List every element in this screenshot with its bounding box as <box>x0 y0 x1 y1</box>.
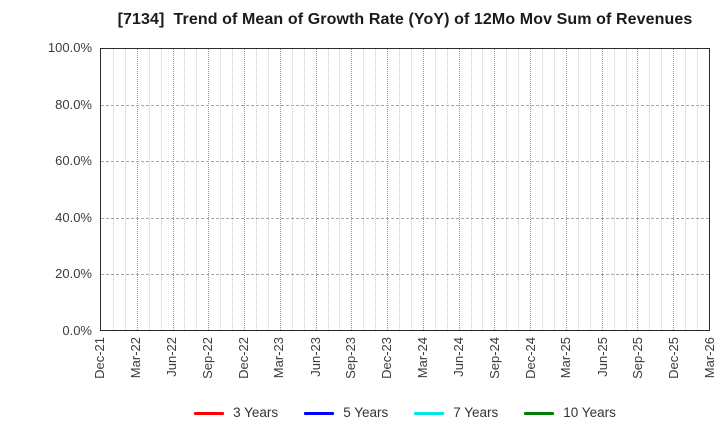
horizontal-gridline <box>101 217 709 219</box>
vertical-gridline <box>697 49 699 330</box>
vertical-gridline <box>637 49 639 330</box>
vertical-gridline <box>255 49 257 330</box>
y-tick-label: 0.0% <box>62 323 92 338</box>
x-tick-label: Sep-25 <box>630 337 646 379</box>
vertical-gridline <box>410 49 412 330</box>
vertical-gridline <box>387 49 389 330</box>
vertical-gridline <box>613 49 615 330</box>
vertical-gridline <box>303 49 305 330</box>
vertical-gridline <box>565 49 567 330</box>
x-tick-label: Mar-22 <box>127 337 143 379</box>
x-tick-label: Sep-24 <box>486 337 502 379</box>
vertical-gridline <box>315 49 317 330</box>
vertical-gridline <box>434 49 436 330</box>
legend-line-swatch <box>304 411 335 415</box>
legend: 3 Years 5 Years 7 Years 10 Years <box>100 404 710 422</box>
vertical-gridline <box>685 49 687 330</box>
legend-item-3-years: 3 Years <box>194 404 278 422</box>
x-tick-label: Dec-22 <box>235 337 251 379</box>
vertical-gridline <box>160 49 162 330</box>
vertical-gridline <box>601 49 603 330</box>
x-tick-label: Dec-23 <box>379 337 395 379</box>
y-tick-label: 100.0% <box>47 40 92 55</box>
legend-item-7-years: 7 Years <box>414 404 498 422</box>
legend-label: 7 Years <box>453 405 499 420</box>
vertical-gridline <box>279 49 281 330</box>
vertical-gridline <box>375 49 377 330</box>
vertical-gridline <box>518 49 520 330</box>
y-tick-label: 40.0% <box>55 209 92 225</box>
vertical-gridline <box>554 49 556 330</box>
vertical-gridline <box>577 49 579 330</box>
vertical-gridline <box>399 49 401 330</box>
legend-line-swatch <box>194 411 225 415</box>
vertical-gridline <box>124 49 126 330</box>
x-tick-label: Dec-21 <box>92 337 107 379</box>
x-tick-label: Dec-25 <box>666 337 682 379</box>
vertical-gridline <box>673 49 675 330</box>
legend-item-10-years: 10 Years <box>524 404 616 422</box>
vertical-gridline <box>542 49 544 330</box>
vertical-gridline <box>244 49 246 330</box>
x-tick-label: Mar-23 <box>271 337 287 379</box>
vertical-gridline <box>136 49 138 330</box>
legend-item-5-years: 5 Years <box>304 404 388 422</box>
vertical-gridline <box>589 49 591 330</box>
x-tick-label: Jun-23 <box>307 337 323 377</box>
vertical-gridline <box>184 49 186 330</box>
vertical-gridline <box>351 49 353 330</box>
legend-line-swatch <box>414 411 445 415</box>
x-tick-label: Mar-25 <box>558 337 574 379</box>
legend-label: 3 Years <box>233 405 279 420</box>
vertical-gridline <box>220 49 222 330</box>
vertical-gridline <box>530 49 532 330</box>
vertical-gridline <box>267 49 269 330</box>
vertical-gridline <box>148 49 150 330</box>
chart-title: [7134] Trend of Mean of Growth Rate (YoY… <box>117 11 693 28</box>
y-tick-label: 80.0% <box>55 96 92 112</box>
vertical-gridline <box>363 49 365 330</box>
y-tick-label: 20.0% <box>55 266 92 282</box>
vertical-gridline <box>291 49 293 330</box>
vertical-gridline <box>327 49 329 330</box>
x-tick-label: Sep-22 <box>199 337 215 379</box>
x-tick-label: Mar-24 <box>414 337 430 379</box>
x-tick-label: Jun-24 <box>450 337 466 377</box>
vertical-gridline <box>422 49 424 330</box>
vertical-gridline <box>208 49 210 330</box>
horizontal-gridline <box>101 105 709 107</box>
horizontal-gridline <box>101 273 709 275</box>
legend-label: 10 Years <box>563 405 616 420</box>
vertical-gridline <box>482 49 484 330</box>
x-tick-label: Sep-23 <box>343 337 359 379</box>
vertical-gridline <box>232 49 234 330</box>
vertical-gridline <box>339 49 341 330</box>
vertical-gridline <box>112 49 114 330</box>
x-tick-label: Jun-25 <box>594 337 610 377</box>
vertical-gridline <box>625 49 627 330</box>
plot-area <box>100 48 710 331</box>
vertical-gridline <box>470 49 472 330</box>
vertical-gridline <box>458 49 460 330</box>
vertical-gridline <box>446 49 448 330</box>
vertical-gridline <box>494 49 496 330</box>
x-tick-label: Dec-24 <box>522 337 538 379</box>
horizontal-gridline <box>101 161 709 163</box>
vertical-gridline <box>172 49 174 330</box>
legend-label: 5 Years <box>343 405 389 420</box>
vertical-gridline <box>506 49 508 330</box>
vertical-gridline <box>649 49 651 330</box>
legend-line-swatch <box>524 411 555 415</box>
vertical-gridline <box>196 49 198 330</box>
x-tick-label: Jun-22 <box>163 337 179 377</box>
y-tick-label: 60.0% <box>55 153 92 169</box>
vertical-gridline <box>661 49 663 330</box>
x-tick-label: Mar-26 <box>702 337 717 379</box>
